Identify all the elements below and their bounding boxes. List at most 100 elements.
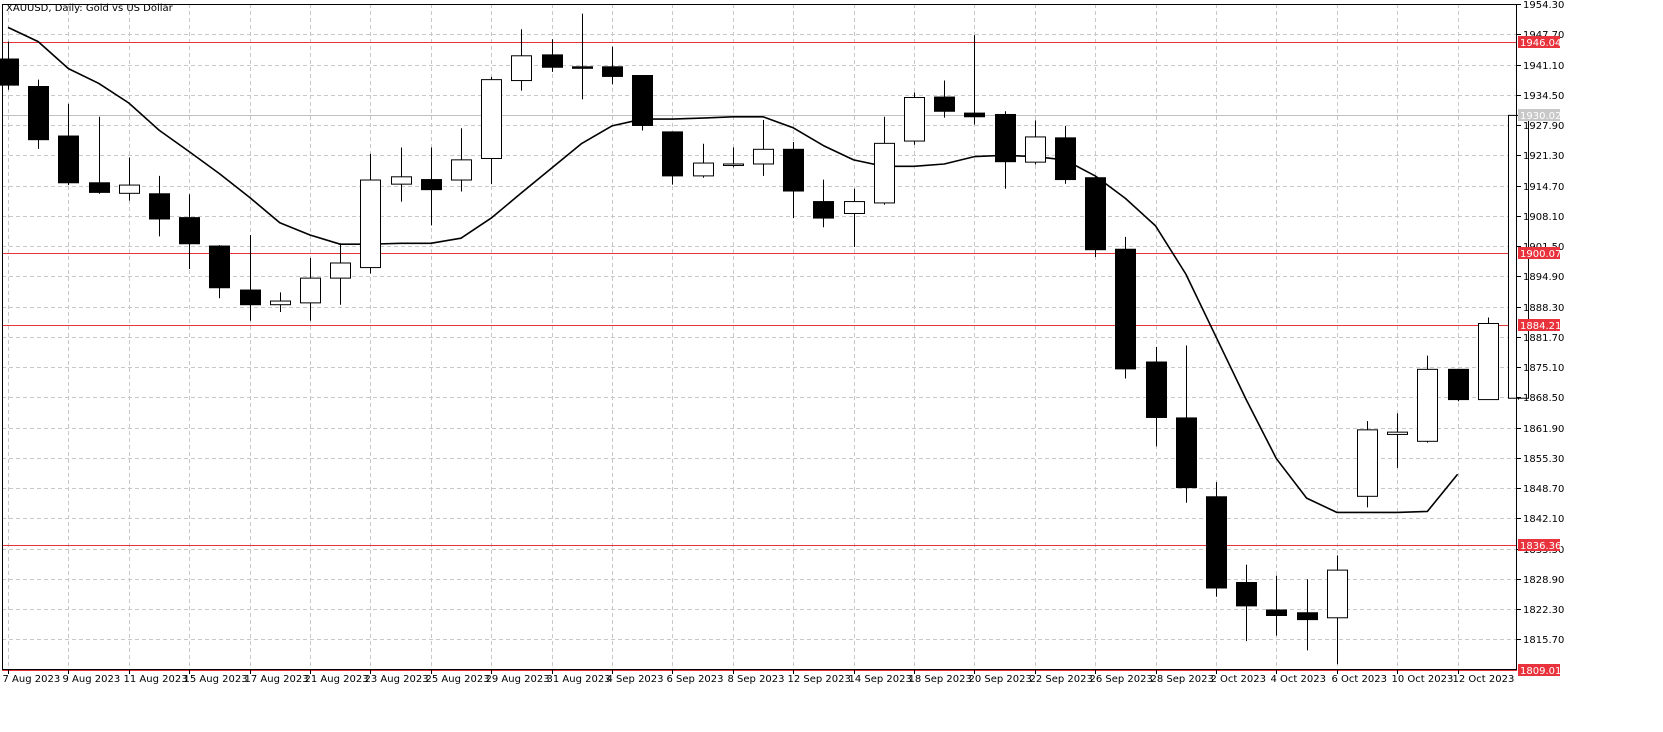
candle	[813, 179, 834, 228]
candle-body	[542, 54, 563, 68]
candle-body	[1055, 137, 1076, 181]
candle	[934, 80, 955, 118]
candle-body	[89, 182, 110, 193]
horizontal-levels	[2, 42, 1517, 671]
candle	[632, 75, 653, 131]
candle	[1327, 555, 1348, 665]
grid	[2, 4, 1517, 670]
candle	[1115, 236, 1136, 379]
x-tick-label: 6 Sep 2023	[667, 674, 724, 685]
candle	[89, 116, 110, 194]
candle-body	[1327, 569, 1348, 619]
candle-body	[1297, 612, 1318, 621]
candle	[1448, 368, 1469, 402]
level-label: 1809.01	[1518, 664, 1561, 677]
x-tick-label: 21 Aug 2023	[305, 674, 369, 685]
current-price-text: 1930.02	[1520, 111, 1561, 122]
level-label-text: 1809.01	[1520, 666, 1561, 677]
candle-body	[572, 66, 593, 69]
candle	[1206, 482, 1227, 597]
level-label: 1900.07	[1518, 247, 1561, 260]
candle	[693, 143, 714, 178]
x-tick-label: 28 Sep 2023	[1151, 674, 1214, 685]
candle	[1025, 120, 1046, 165]
candle-body	[1357, 429, 1378, 497]
candle-body	[844, 201, 865, 214]
level-label-box	[1518, 36, 1560, 48]
candle-body	[119, 184, 140, 194]
y-tick-label: 1822.30	[1523, 605, 1564, 616]
y-tick-label: 1875.10	[1523, 363, 1564, 374]
candle-body	[874, 142, 895, 204]
x-tick-label: 2 Oct 2023	[1211, 674, 1266, 685]
x-tick-label: 4 Sep 2023	[607, 674, 664, 685]
x-tick-label: 4 Oct 2023	[1271, 674, 1326, 685]
candle-body	[1206, 496, 1227, 589]
chart-title: XAUUSD, Daily: Gold vs US Dollar	[6, 3, 173, 14]
level-label-text: 1884.21	[1520, 321, 1561, 332]
candle	[1297, 579, 1318, 651]
y-tick-label: 1934.50	[1523, 91, 1564, 102]
x-tick-label: 20 Sep 2023	[969, 674, 1032, 685]
candle-body	[632, 75, 653, 126]
candle-body	[360, 179, 381, 269]
candle-body	[481, 79, 502, 159]
candle-body	[1266, 609, 1287, 616]
candle	[783, 141, 804, 219]
level-label-box	[1518, 247, 1560, 259]
y-tick-label: 1855.30	[1523, 454, 1564, 465]
candle	[874, 116, 895, 205]
candle	[1357, 421, 1378, 508]
x-tick-label: 15 Aug 2023	[184, 674, 248, 685]
candle	[0, 41, 19, 90]
candle	[1387, 413, 1408, 468]
y-tick-label: 1914.70	[1523, 182, 1564, 193]
level-label: 1836.36	[1518, 539, 1561, 552]
candle-body	[783, 148, 804, 192]
candle-body	[1176, 417, 1197, 489]
candle	[572, 13, 593, 100]
x-tick-label: 17 Aug 2023	[245, 674, 309, 685]
candle	[28, 79, 49, 149]
price-axis: 1954.30 1947.70 1941.10 1934.50 1927.90 1921.…	[1517, 0, 1564, 646]
candle	[1417, 355, 1438, 443]
candle-body	[0, 58, 19, 86]
level-label-text: 1836.36	[1520, 541, 1561, 552]
candle	[542, 39, 563, 72]
y-tick-label: 1842.10	[1523, 514, 1564, 525]
candle-body	[995, 113, 1016, 163]
x-tick-label: 22 Sep 2023	[1030, 674, 1093, 685]
y-tick-label: 1881.70	[1523, 333, 1564, 344]
candle-body	[240, 289, 261, 306]
candle-body	[693, 162, 714, 177]
level-label-text: 1900.07	[1520, 249, 1561, 260]
candle	[300, 257, 321, 321]
candle	[209, 245, 230, 299]
candle	[753, 119, 774, 176]
candle	[360, 153, 381, 274]
x-tick-label: 23 Aug 2023	[365, 674, 429, 685]
candle	[240, 235, 261, 321]
x-tick-label: 12 Oct 2023	[1453, 674, 1515, 685]
candle	[511, 29, 532, 91]
candle	[602, 46, 623, 85]
y-tick-label: 1908.10	[1523, 212, 1564, 223]
level-label-box	[1518, 664, 1560, 676]
candle	[1055, 125, 1076, 184]
candle-body	[179, 217, 200, 245]
candle	[844, 188, 865, 247]
candle	[58, 103, 79, 186]
candle-body	[511, 55, 532, 82]
candle	[1176, 345, 1197, 503]
candle	[1478, 317, 1499, 401]
x-tick-label: 14 Sep 2023	[849, 674, 912, 685]
candle	[1266, 575, 1287, 636]
x-tick-label: 18 Sep 2023	[909, 674, 972, 685]
y-tick-label: 1828.90	[1523, 575, 1564, 586]
y-tick-label: 1815.70	[1523, 635, 1564, 646]
current-price-box	[1518, 109, 1560, 121]
x-tick-label: 25 Aug 2023	[426, 674, 490, 685]
